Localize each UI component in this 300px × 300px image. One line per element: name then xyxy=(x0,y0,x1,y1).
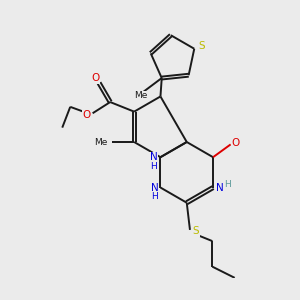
Text: S: S xyxy=(192,226,199,236)
Text: N: N xyxy=(216,183,224,193)
Text: H: H xyxy=(151,192,158,201)
Text: S: S xyxy=(198,40,205,51)
Text: O: O xyxy=(92,73,100,83)
Text: H: H xyxy=(224,180,231,189)
Text: N: N xyxy=(151,183,159,193)
Text: O: O xyxy=(83,110,91,120)
Text: O: O xyxy=(231,138,239,148)
Text: H: H xyxy=(150,162,157,171)
Text: Me: Me xyxy=(134,91,148,100)
Text: Me: Me xyxy=(94,137,108,146)
Text: N: N xyxy=(150,152,157,162)
